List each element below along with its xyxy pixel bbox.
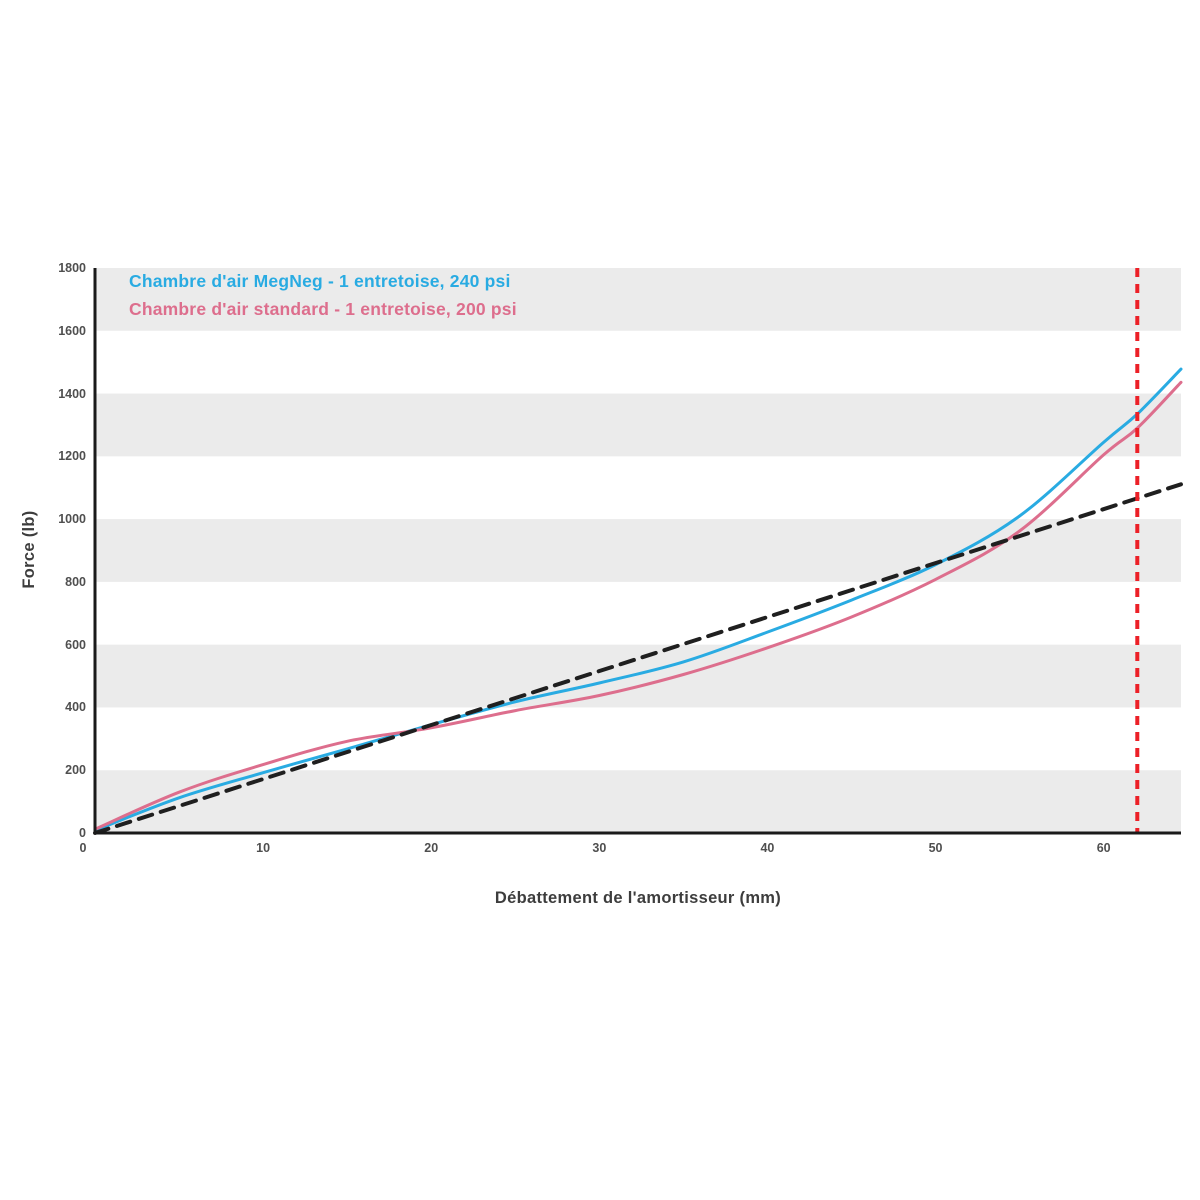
y-tick-label: 600 xyxy=(65,637,86,652)
x-tick-label: 0 xyxy=(79,841,87,855)
series-line-0 xyxy=(93,367,1183,832)
y-tick-label: 0 xyxy=(79,826,86,840)
x-tick-label: 60 xyxy=(1096,841,1111,855)
y-axis-title: Force (lb) xyxy=(20,510,38,589)
y-tick-label: 200 xyxy=(65,763,86,778)
x-tick-label: 50 xyxy=(928,841,943,855)
y-tick-label: 1000 xyxy=(58,512,86,527)
series-line-2 xyxy=(93,482,1183,835)
series-lines xyxy=(93,367,1183,835)
grid-band xyxy=(95,644,1181,708)
y-tick-label: 1400 xyxy=(58,386,86,401)
axes xyxy=(93,268,1181,835)
y-tick-label: 1600 xyxy=(58,323,86,338)
grid-band xyxy=(95,770,1181,833)
legend-entry-megneg: Chambre d'air MegNeg - 1 entretoise, 240… xyxy=(129,271,511,291)
legend-entry-standard: Chambre d'air standard - 1 entretoise, 2… xyxy=(129,299,517,319)
x-tick-label: 10 xyxy=(256,841,271,855)
x-tick-label: 20 xyxy=(424,841,439,855)
grid-band xyxy=(95,268,1181,331)
x-tick-label: 30 xyxy=(592,841,607,855)
series-line-1 xyxy=(93,380,1183,831)
y-tick-label: 1800 xyxy=(58,261,86,275)
grid-bands xyxy=(95,268,1181,833)
grid-band xyxy=(95,393,1181,457)
y-tick-label: 400 xyxy=(65,700,86,715)
legend: Chambre d'air MegNeg - 1 entretoise, 240… xyxy=(129,271,517,320)
x-tick-label: 40 xyxy=(760,841,775,855)
x-axis-title: Débattement de l'amortisseur (mm) xyxy=(494,889,782,907)
grid-band xyxy=(95,519,1181,582)
y-tick-label: 800 xyxy=(65,574,86,589)
y-tick-label: 1200 xyxy=(58,449,86,464)
